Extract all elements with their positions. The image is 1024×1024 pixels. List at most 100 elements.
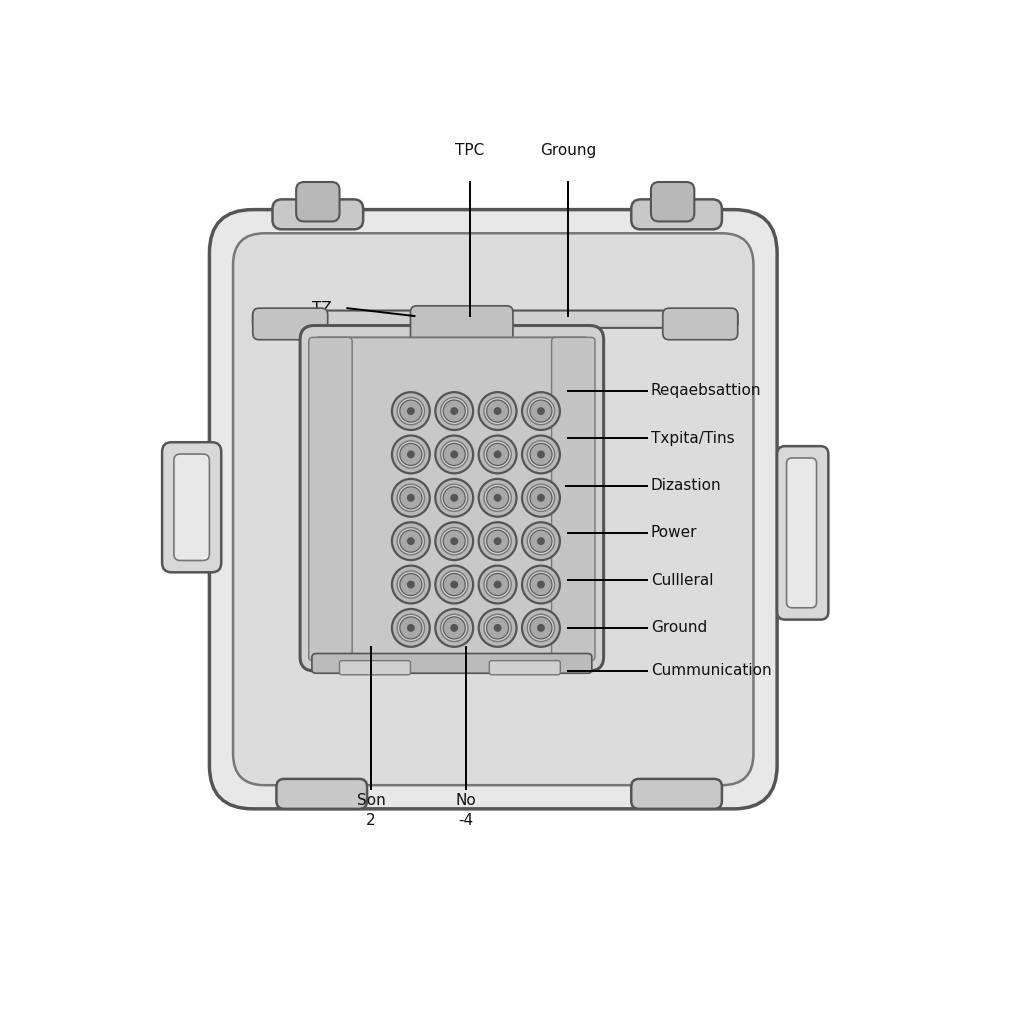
Circle shape — [407, 624, 415, 632]
FancyBboxPatch shape — [272, 200, 364, 229]
Circle shape — [494, 581, 502, 589]
Text: Son: Son — [356, 793, 385, 808]
FancyBboxPatch shape — [312, 337, 592, 660]
Circle shape — [527, 527, 555, 555]
Circle shape — [407, 451, 415, 459]
FancyBboxPatch shape — [777, 446, 828, 620]
FancyBboxPatch shape — [631, 200, 722, 229]
Circle shape — [399, 486, 422, 509]
Circle shape — [484, 527, 511, 555]
Circle shape — [522, 392, 560, 430]
Text: Cummunication: Cummunication — [651, 664, 771, 678]
Circle shape — [486, 443, 509, 466]
Text: Dizastion: Dizastion — [651, 478, 722, 494]
FancyBboxPatch shape — [786, 458, 816, 608]
Circle shape — [537, 624, 545, 632]
Text: No: No — [456, 793, 476, 808]
FancyBboxPatch shape — [651, 182, 694, 221]
Circle shape — [392, 435, 430, 473]
Text: -4: -4 — [458, 813, 473, 827]
Circle shape — [443, 400, 465, 422]
Circle shape — [397, 440, 425, 468]
FancyBboxPatch shape — [312, 653, 592, 673]
Circle shape — [530, 530, 552, 552]
FancyBboxPatch shape — [489, 660, 560, 675]
Circle shape — [522, 522, 560, 560]
FancyBboxPatch shape — [253, 308, 328, 340]
Text: Reqaebsattion: Reqaebsattion — [651, 383, 762, 398]
Circle shape — [530, 616, 552, 639]
Circle shape — [484, 397, 511, 425]
FancyBboxPatch shape — [174, 454, 210, 560]
Circle shape — [486, 400, 509, 422]
Circle shape — [440, 484, 468, 511]
Circle shape — [486, 530, 509, 552]
Circle shape — [440, 397, 468, 425]
Circle shape — [435, 435, 473, 473]
Circle shape — [407, 581, 415, 589]
Circle shape — [392, 392, 430, 430]
Circle shape — [537, 538, 545, 545]
Circle shape — [484, 484, 511, 511]
Circle shape — [397, 571, 425, 598]
Circle shape — [435, 479, 473, 517]
Circle shape — [478, 565, 516, 603]
Circle shape — [399, 616, 422, 639]
Circle shape — [494, 624, 502, 632]
Circle shape — [397, 397, 425, 425]
Circle shape — [407, 538, 415, 545]
Circle shape — [494, 408, 502, 415]
Text: Groung: Groung — [540, 143, 596, 159]
Circle shape — [537, 581, 545, 589]
FancyBboxPatch shape — [300, 326, 603, 671]
Circle shape — [451, 581, 458, 589]
Circle shape — [399, 400, 422, 422]
Circle shape — [537, 408, 545, 415]
Circle shape — [478, 392, 516, 430]
Circle shape — [435, 522, 473, 560]
Circle shape — [537, 494, 545, 502]
Circle shape — [494, 538, 502, 545]
FancyBboxPatch shape — [663, 308, 737, 340]
Text: Cullleral: Cullleral — [651, 572, 714, 588]
Circle shape — [522, 609, 560, 647]
Text: Power: Power — [651, 525, 697, 541]
Circle shape — [392, 479, 430, 517]
Circle shape — [451, 451, 458, 459]
Circle shape — [530, 443, 552, 466]
FancyBboxPatch shape — [411, 306, 513, 344]
Circle shape — [451, 408, 458, 415]
Circle shape — [435, 392, 473, 430]
Circle shape — [522, 435, 560, 473]
Circle shape — [527, 614, 555, 641]
Circle shape — [486, 486, 509, 509]
Circle shape — [537, 451, 545, 459]
Circle shape — [478, 479, 516, 517]
Text: Txpita/Tins: Txpita/Tins — [651, 431, 734, 445]
Circle shape — [494, 451, 502, 459]
Circle shape — [435, 609, 473, 647]
Circle shape — [451, 494, 458, 502]
Circle shape — [392, 565, 430, 603]
Circle shape — [484, 614, 511, 641]
Circle shape — [443, 573, 465, 596]
Circle shape — [451, 624, 458, 632]
Circle shape — [440, 527, 468, 555]
Circle shape — [392, 609, 430, 647]
Circle shape — [397, 614, 425, 641]
Circle shape — [443, 530, 465, 552]
Circle shape — [399, 573, 422, 596]
Circle shape — [443, 486, 465, 509]
Circle shape — [530, 486, 552, 509]
Circle shape — [392, 522, 430, 560]
Circle shape — [435, 565, 473, 603]
Circle shape — [486, 616, 509, 639]
Circle shape — [522, 479, 560, 517]
Circle shape — [484, 440, 511, 468]
Circle shape — [397, 527, 425, 555]
FancyBboxPatch shape — [162, 442, 221, 572]
Circle shape — [440, 571, 468, 598]
Circle shape — [443, 616, 465, 639]
Text: TPC: TPC — [455, 143, 484, 159]
FancyBboxPatch shape — [276, 779, 367, 809]
